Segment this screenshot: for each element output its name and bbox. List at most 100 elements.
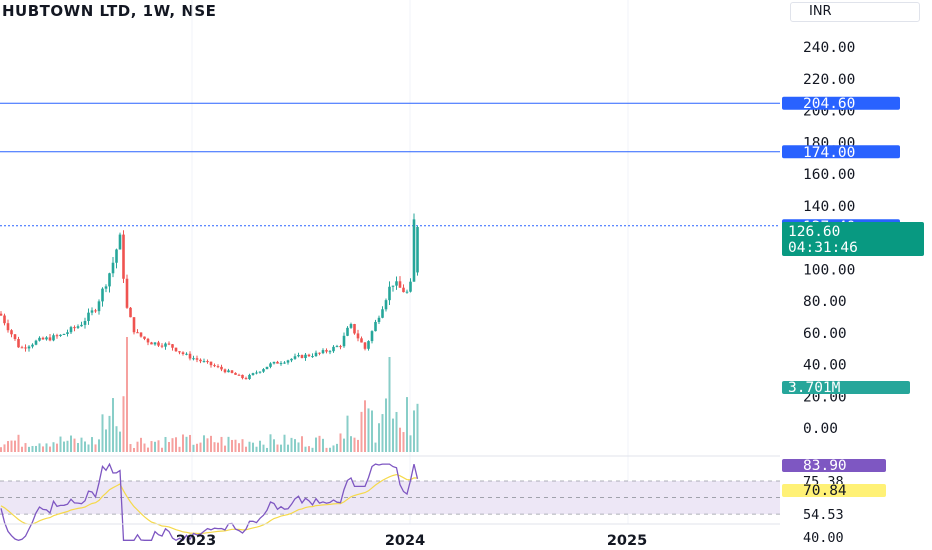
candle-body (188, 353, 192, 359)
volume-bar (392, 418, 394, 452)
volume-bar (157, 440, 160, 452)
price-tick-label: 80.00 (803, 294, 847, 310)
candle-body (304, 354, 307, 359)
volume-bar (325, 447, 328, 452)
candle-body (255, 372, 258, 374)
volume-bar (147, 447, 149, 452)
last-price-badge (782, 222, 924, 256)
volume-bar (343, 438, 345, 452)
time-tick-label: 2025 (607, 533, 647, 549)
volume-bar (3, 444, 6, 452)
candle-body (234, 372, 237, 375)
volume-bar (7, 441, 9, 452)
volume-bar (346, 415, 349, 452)
volume-bar (315, 437, 317, 452)
rsi-value: 83.90 (803, 458, 847, 474)
candle-body (146, 338, 150, 343)
volume-bar (406, 397, 408, 452)
volume-bar (56, 443, 58, 452)
candle-body (174, 347, 178, 352)
volume-bar (353, 437, 356, 452)
volume-bar (59, 436, 62, 452)
candle-body (237, 374, 241, 376)
volume-bar (402, 432, 405, 452)
candle-body (374, 321, 377, 332)
candle-body (3, 315, 6, 324)
volume-bar (259, 440, 261, 452)
candle-body (391, 285, 395, 287)
volume-bar (336, 443, 338, 452)
volume-bar (115, 426, 118, 452)
volume-bar (252, 442, 254, 452)
volume-bar (66, 440, 69, 452)
volume-bar (304, 446, 307, 452)
volume-bar (63, 441, 65, 452)
candle-body (283, 362, 286, 364)
candle-body (143, 336, 146, 339)
candle-body (307, 354, 311, 357)
volume-bar (409, 435, 412, 452)
candle-body (384, 300, 388, 310)
volume-bar (161, 447, 163, 452)
volume-bar (199, 442, 202, 452)
candle-body (27, 346, 31, 349)
volume-bar (87, 444, 90, 452)
candle-body (223, 369, 227, 373)
volume-bar (210, 435, 212, 452)
candle-body (171, 344, 174, 348)
price-axis: 240.00220.00200.00180.00160.00140.00100.… (803, 40, 855, 546)
candle-body (265, 366, 269, 370)
price-tick-label: 140.00 (803, 199, 855, 215)
candle-body (209, 361, 213, 366)
candle-body (87, 312, 90, 322)
candle-body (132, 317, 136, 333)
candle-body (377, 317, 381, 322)
volume-bar (196, 443, 198, 452)
volume-bar (73, 438, 76, 452)
candle-body (363, 342, 367, 349)
candle-body (213, 365, 216, 367)
candle-body (227, 370, 230, 373)
candle-body (115, 249, 118, 263)
horizontal-lines[interactable] (0, 102, 780, 227)
volume-bar (332, 445, 335, 452)
candle-body (412, 219, 416, 282)
volume-bar (31, 445, 34, 452)
candle-body (185, 353, 188, 355)
rsi-ma-badge (782, 484, 886, 497)
volume-bar (287, 444, 289, 452)
volume-bar (276, 444, 279, 452)
candle-body (290, 358, 293, 361)
candle-body (300, 355, 304, 359)
candle-body (339, 346, 342, 348)
volume-bar (360, 411, 363, 452)
volume-bar (227, 436, 230, 452)
candle-body (216, 366, 220, 368)
candle-body (192, 358, 195, 360)
volume-bar (35, 445, 37, 452)
volume-bars (0, 337, 419, 452)
volume-bar (140, 437, 142, 452)
volume-bar (189, 434, 191, 452)
volume-bar (112, 398, 114, 452)
volume-bar (203, 435, 205, 452)
volume-bar (273, 439, 275, 452)
candle-body (13, 334, 17, 340)
volume-bar (91, 437, 93, 452)
candlesticks (0, 213, 419, 380)
rsi-ma-value: 70.84 (803, 483, 847, 499)
rsi-tick-label: 54.53 (803, 507, 844, 523)
candle-body (31, 344, 34, 347)
candle-body (66, 332, 69, 334)
volume-bar (262, 444, 265, 452)
candle-body (0, 313, 3, 316)
volume-bar (108, 415, 111, 452)
volume-bar (350, 436, 352, 452)
volume-bar (0, 447, 2, 452)
volume-bar (297, 442, 300, 452)
rsi-pane (0, 462, 780, 542)
candle-body (230, 370, 234, 373)
currency-selector[interactable]: INR (790, 2, 920, 22)
candle-body (346, 327, 349, 336)
